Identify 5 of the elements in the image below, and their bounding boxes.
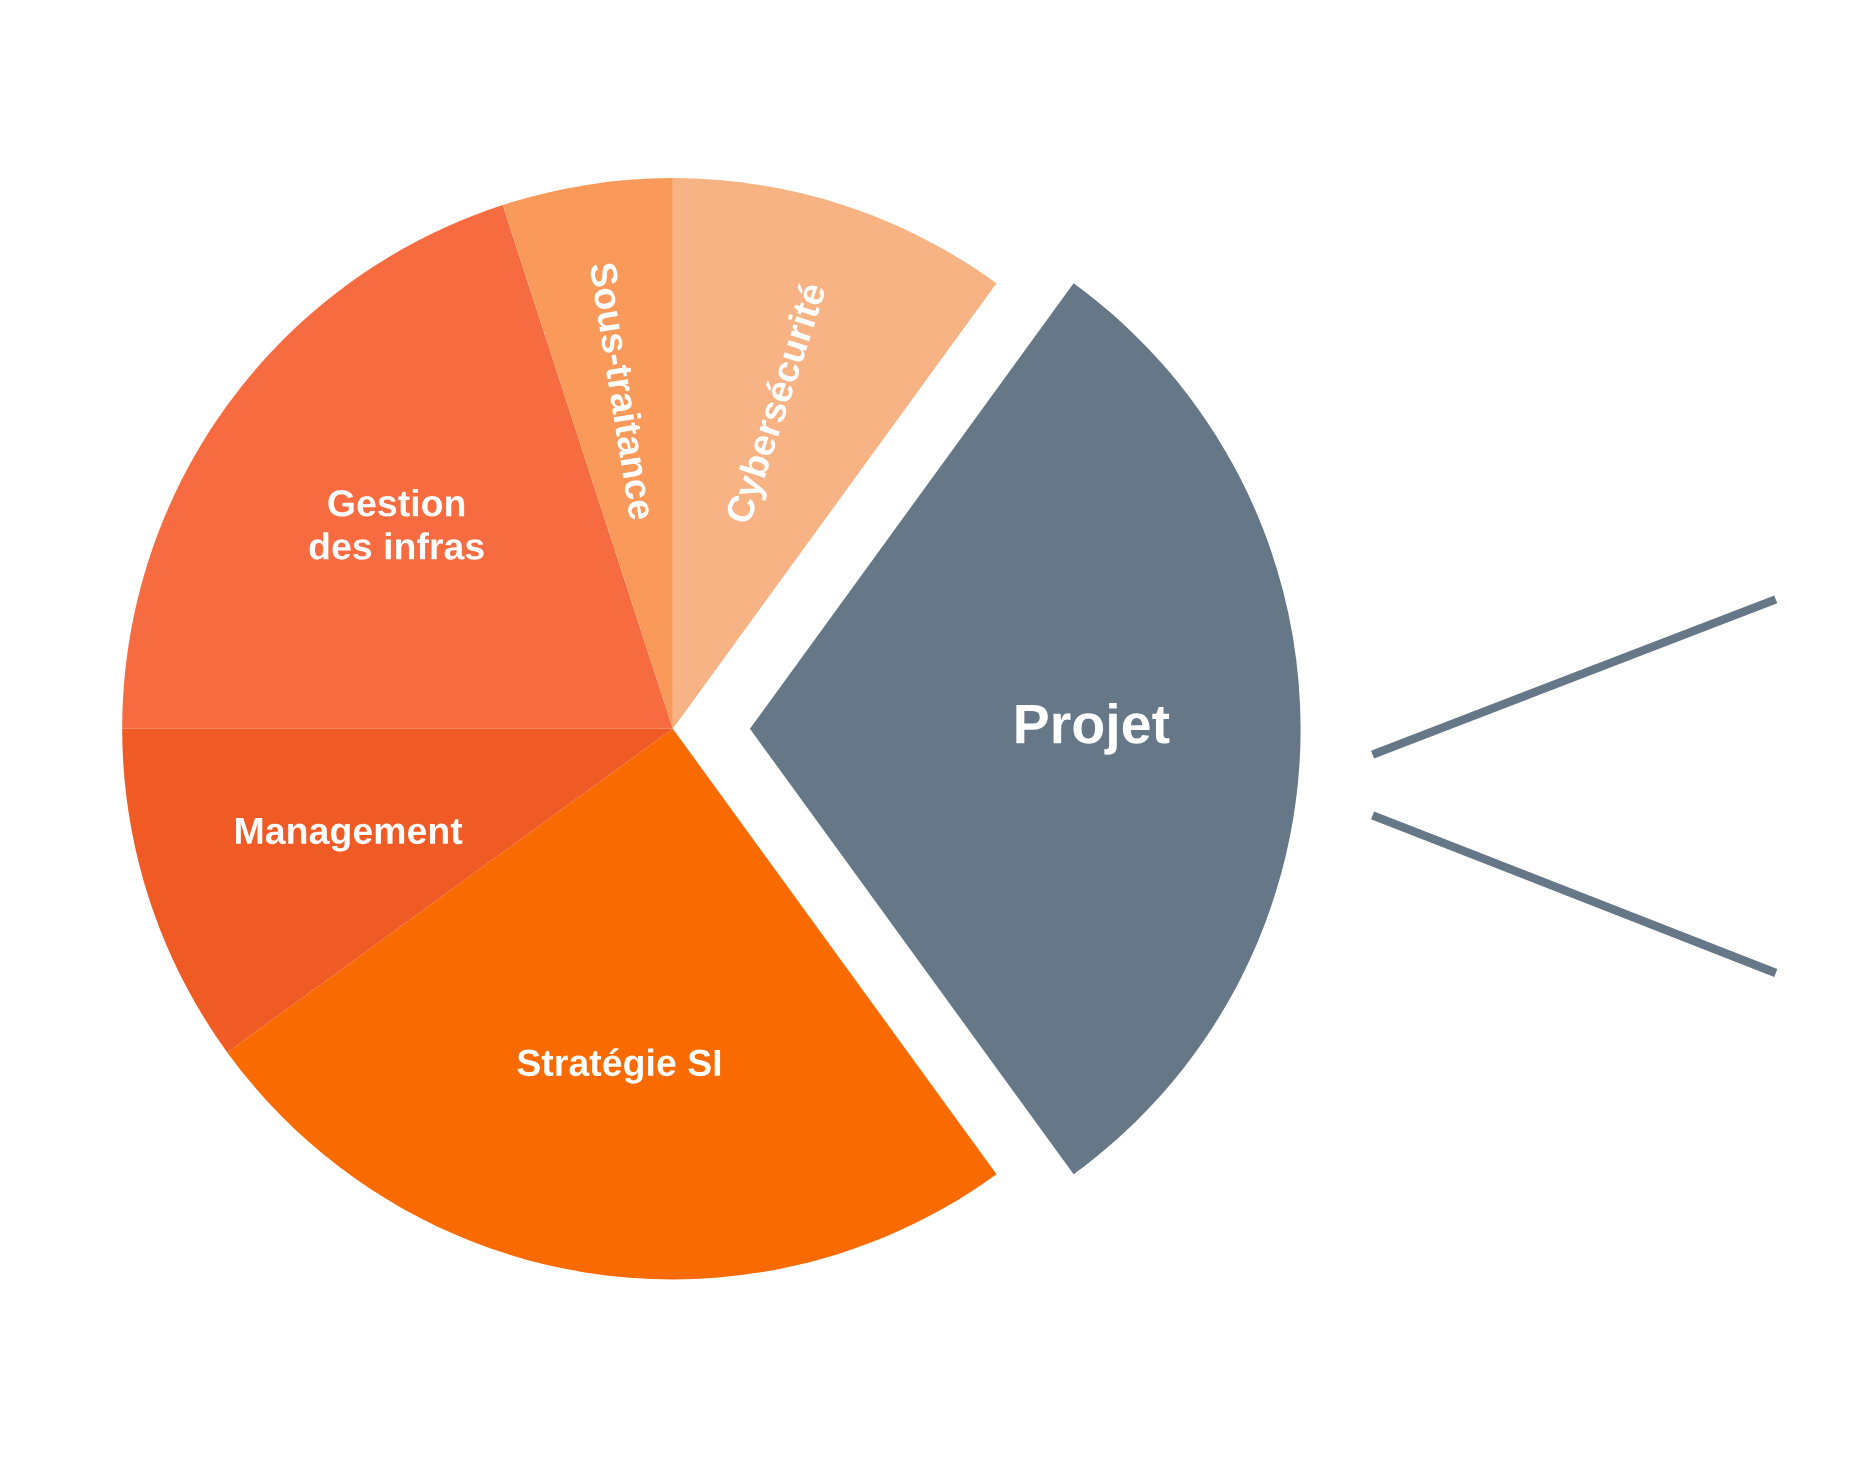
slice-label: Management [236, 818, 463, 852]
slice-label: Gestion des infras [309, 489, 484, 560]
slice-label: Stratégie SI [517, 1048, 721, 1084]
slice-label: Projet [1016, 702, 1170, 755]
slice-label: Sous-traitance [589, 261, 657, 521]
